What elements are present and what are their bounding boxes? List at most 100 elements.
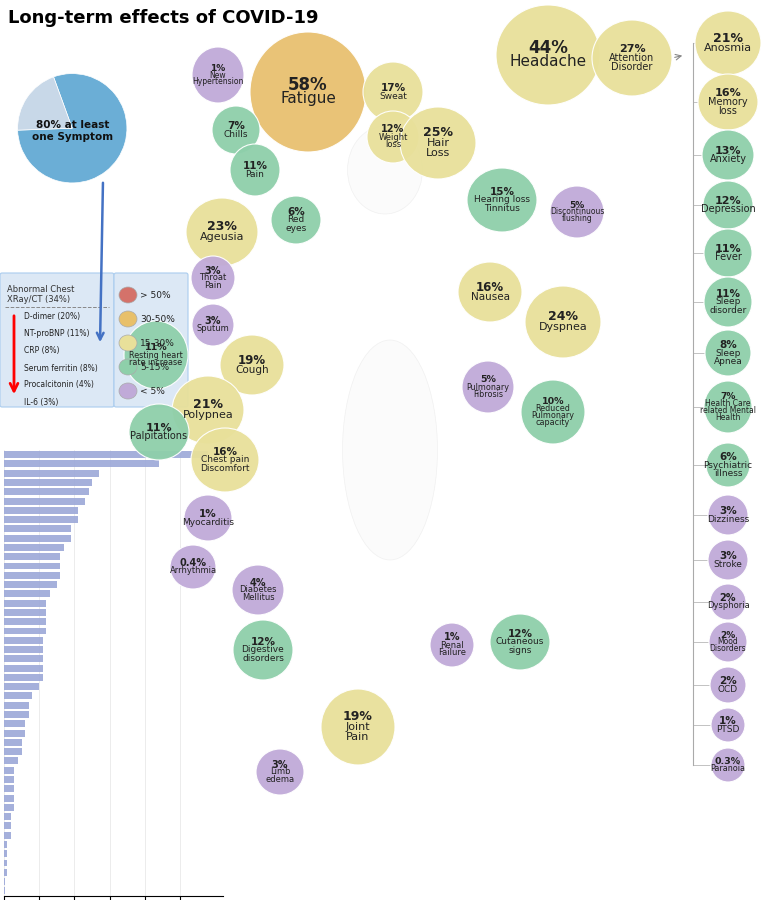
Text: Fatigue: Fatigue xyxy=(280,92,336,106)
Bar xyxy=(4,498,85,505)
Bar xyxy=(4,627,46,634)
Ellipse shape xyxy=(250,32,366,152)
Ellipse shape xyxy=(363,62,423,122)
Text: 3%: 3% xyxy=(719,506,737,516)
Ellipse shape xyxy=(184,495,232,541)
Text: Hair: Hair xyxy=(426,138,450,148)
Text: Resting heart: Resting heart xyxy=(129,350,183,359)
Bar xyxy=(4,507,78,514)
Text: NT-proBNP (11%): NT-proBNP (11%) xyxy=(24,329,90,338)
Text: OCD: OCD xyxy=(718,685,738,694)
Bar xyxy=(4,470,99,477)
Text: disorders: disorders xyxy=(242,653,284,662)
Text: CRP (8%): CRP (8%) xyxy=(24,346,59,356)
Text: 12%: 12% xyxy=(508,629,533,639)
Ellipse shape xyxy=(119,359,137,375)
Bar xyxy=(4,572,60,579)
Text: 6%: 6% xyxy=(287,207,305,217)
Text: Ageusia: Ageusia xyxy=(200,232,244,242)
Ellipse shape xyxy=(124,321,188,389)
Ellipse shape xyxy=(119,335,137,351)
Text: 0.3%: 0.3% xyxy=(715,757,741,766)
Bar xyxy=(4,860,8,867)
Text: Arrhythmia: Arrhythmia xyxy=(169,566,216,575)
Text: Digestive: Digestive xyxy=(241,645,284,654)
Text: 6%: 6% xyxy=(719,452,737,462)
Text: 15%: 15% xyxy=(490,187,515,197)
Ellipse shape xyxy=(400,107,476,179)
Ellipse shape xyxy=(230,144,280,196)
Ellipse shape xyxy=(592,20,672,96)
Text: 3%: 3% xyxy=(719,551,737,561)
Ellipse shape xyxy=(191,428,259,492)
Bar xyxy=(4,841,8,848)
Text: 16%: 16% xyxy=(715,88,741,98)
Ellipse shape xyxy=(119,311,137,327)
Text: Sputum: Sputum xyxy=(197,324,230,333)
Ellipse shape xyxy=(192,47,244,103)
Bar xyxy=(4,878,5,885)
FancyBboxPatch shape xyxy=(114,273,188,407)
Text: 27%: 27% xyxy=(619,44,645,54)
Text: > 50%: > 50% xyxy=(140,291,170,300)
Text: Hearing loss: Hearing loss xyxy=(474,195,530,204)
Text: 5-15%: 5-15% xyxy=(140,363,169,372)
Text: Chills: Chills xyxy=(223,130,248,139)
Text: signs: signs xyxy=(508,645,532,654)
FancyBboxPatch shape xyxy=(0,273,114,407)
Text: Fever: Fever xyxy=(715,252,741,263)
Text: related Mental: related Mental xyxy=(700,406,756,415)
Text: Sleep: Sleep xyxy=(715,298,740,307)
Text: Stroke: Stroke xyxy=(714,560,743,569)
Bar xyxy=(4,758,18,764)
Ellipse shape xyxy=(490,614,550,670)
Ellipse shape xyxy=(233,620,293,680)
Text: Red: Red xyxy=(287,215,305,224)
Ellipse shape xyxy=(709,622,747,662)
Ellipse shape xyxy=(119,287,137,303)
Text: 5%: 5% xyxy=(569,201,585,210)
Ellipse shape xyxy=(525,286,601,358)
Text: 24%: 24% xyxy=(548,310,578,323)
Bar xyxy=(4,739,22,746)
Text: Disorder: Disorder xyxy=(612,62,653,72)
Bar xyxy=(4,711,29,718)
Text: 19%: 19% xyxy=(238,354,266,367)
Text: 7%: 7% xyxy=(227,121,245,130)
Bar xyxy=(4,526,71,533)
Text: Depression: Depression xyxy=(701,204,755,214)
Text: Disorders: Disorders xyxy=(710,644,747,653)
Text: edema: edema xyxy=(266,775,294,784)
Text: 25%: 25% xyxy=(423,127,453,140)
Wedge shape xyxy=(18,74,127,183)
Text: Discontinuous: Discontinuous xyxy=(550,208,604,217)
Ellipse shape xyxy=(711,708,745,742)
Bar xyxy=(4,786,15,792)
Text: PTSD: PTSD xyxy=(716,724,740,733)
Text: Joint: Joint xyxy=(346,722,370,732)
Bar xyxy=(4,590,50,598)
Text: 13%: 13% xyxy=(715,146,741,156)
Text: IL-6 (3%): IL-6 (3%) xyxy=(24,398,59,407)
Text: Weight: Weight xyxy=(378,132,408,141)
Text: 7%: 7% xyxy=(720,392,736,401)
Ellipse shape xyxy=(708,495,748,535)
Text: 8%: 8% xyxy=(719,340,737,350)
Bar xyxy=(4,702,29,708)
Text: 11%: 11% xyxy=(144,343,167,352)
Bar xyxy=(4,832,11,839)
Bar xyxy=(4,554,60,560)
Text: 16%: 16% xyxy=(212,447,237,457)
Text: Tinnitus: Tinnitus xyxy=(484,203,520,212)
Bar xyxy=(4,674,43,681)
Text: 1%: 1% xyxy=(199,508,217,519)
Bar xyxy=(4,516,78,523)
Text: 11%: 11% xyxy=(146,423,173,433)
Text: Serum ferritin (8%): Serum ferritin (8%) xyxy=(24,364,98,373)
Bar xyxy=(4,609,46,616)
Text: 12%: 12% xyxy=(715,195,741,205)
Text: 44%: 44% xyxy=(528,39,568,57)
Text: 23%: 23% xyxy=(207,220,237,233)
Text: loss: loss xyxy=(385,140,401,149)
Bar xyxy=(4,730,25,736)
